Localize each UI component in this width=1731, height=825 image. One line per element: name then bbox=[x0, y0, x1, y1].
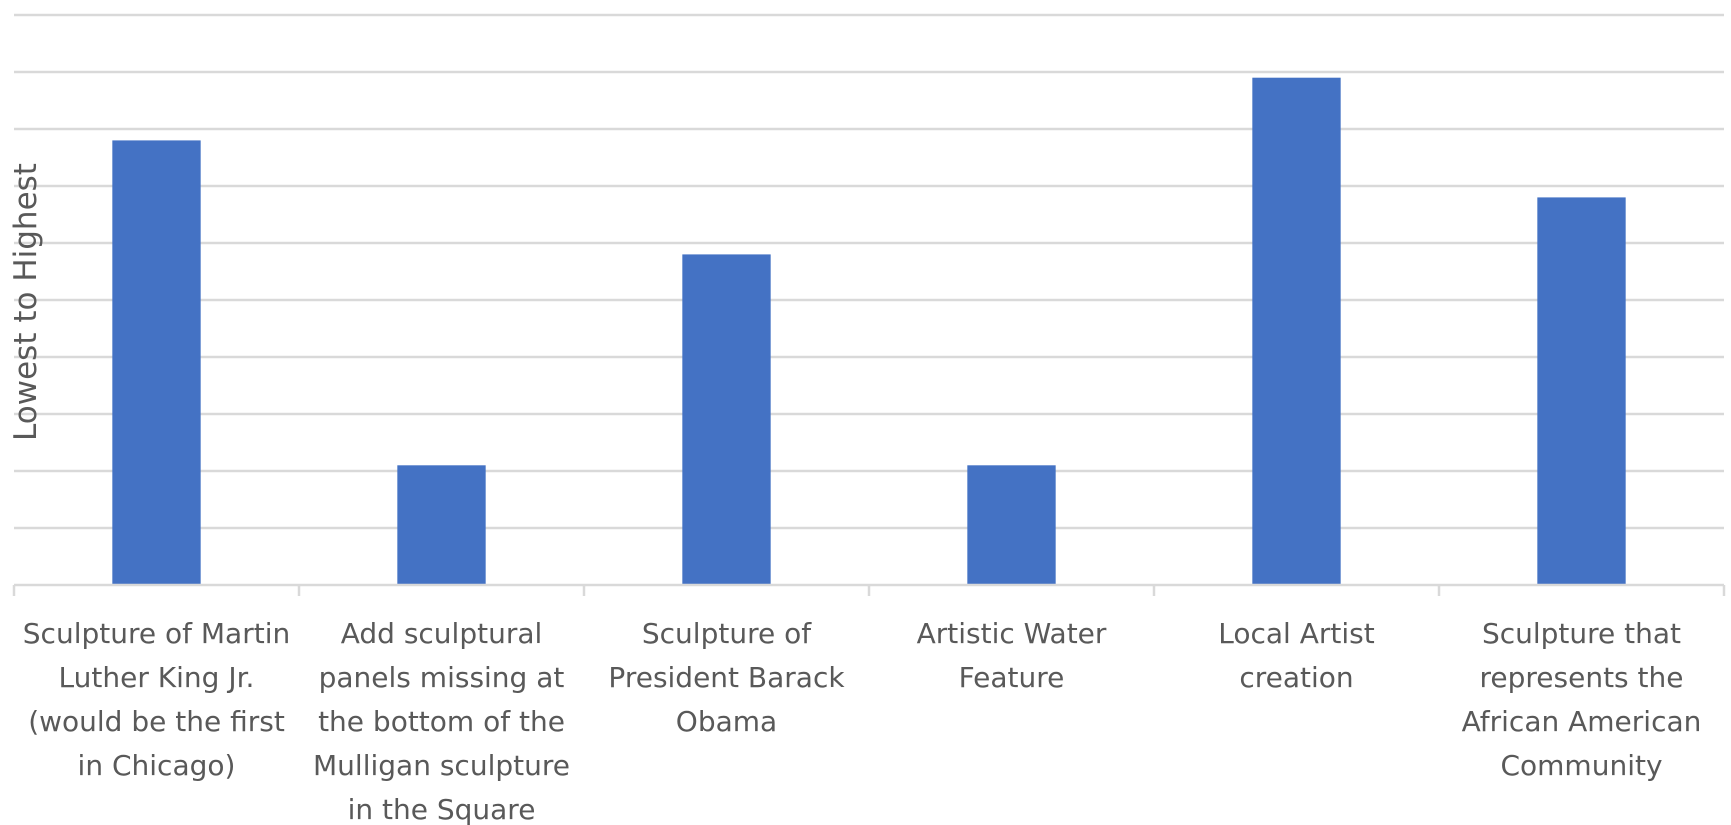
x-tick-label: Local Artist creation bbox=[1218, 617, 1374, 694]
x-tick-label-line: Feature bbox=[959, 661, 1065, 694]
bar bbox=[1537, 197, 1626, 585]
x-tick-label: Sculpture of President Barack Obama bbox=[608, 617, 845, 738]
x-tick-label-line: panels missing at bbox=[319, 661, 565, 694]
x-tick-label-line: in the Square bbox=[348, 793, 536, 825]
x-tick-label-line: Add sculptural bbox=[341, 617, 543, 650]
x-tick-label-line: creation bbox=[1239, 661, 1353, 694]
x-tick-label-line: Community bbox=[1500, 749, 1662, 782]
x-tick-label-line: Sculpture of Martin bbox=[23, 617, 290, 650]
bar bbox=[682, 254, 771, 585]
bar-series bbox=[112, 77, 1626, 585]
x-tick-label-line: Artistic Water bbox=[917, 617, 1107, 650]
x-tick-label-line: President Barack bbox=[608, 661, 845, 694]
x-tick-label-line: Local Artist bbox=[1218, 617, 1374, 650]
bar bbox=[397, 465, 486, 585]
x-tick-label: Sculpture of Martin Luther King Jr. (would… bbox=[23, 617, 290, 782]
x-tick-label-line: Luther King Jr. bbox=[59, 661, 255, 694]
x-tick-label-line: Sculpture of bbox=[642, 617, 812, 650]
gridlines bbox=[14, 13, 1724, 530]
x-tick-label-line: the bottom of the bbox=[318, 705, 565, 738]
x-tick-label-line: represents the bbox=[1480, 661, 1684, 694]
bar bbox=[112, 140, 201, 585]
x-tick-label: Artistic Water Feature bbox=[917, 617, 1107, 694]
x-tick-label-line: in Chicago) bbox=[78, 749, 236, 782]
x-tick-label-line: Mulligan sculpture bbox=[313, 749, 570, 782]
x-tick-label-line: (would be the first bbox=[28, 705, 285, 738]
x-tick-label: Sculpture that represents the African Amer… bbox=[1462, 617, 1702, 782]
bar bbox=[967, 465, 1056, 585]
x-tick-label: Add sculptural panels missing at the botto… bbox=[313, 617, 570, 825]
bar bbox=[1252, 77, 1341, 585]
x-tick-label-line: African American bbox=[1462, 705, 1702, 738]
x-tick-label-line: Sculpture that bbox=[1482, 617, 1681, 650]
x-tick-label-line: Obama bbox=[676, 705, 777, 738]
x-axis bbox=[12, 583, 1726, 596]
category-labels: Sculpture of Martin Luther King Jr. (would… bbox=[23, 617, 1702, 825]
y-axis-title: Lowest to Highest bbox=[8, 163, 44, 441]
